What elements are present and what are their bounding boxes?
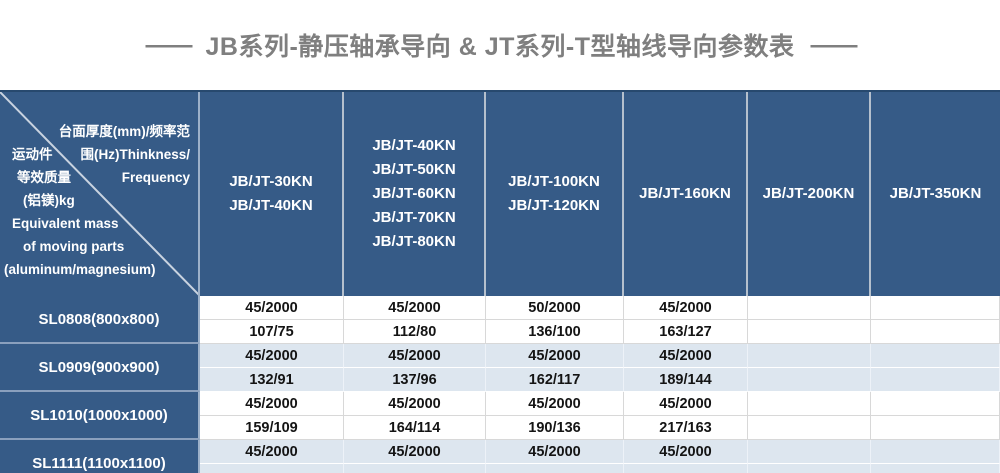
data-cell: 107/75	[200, 320, 344, 344]
data-cell	[871, 440, 1000, 464]
data-cell: 112/80	[344, 320, 486, 344]
data-cell: 45/2000	[200, 344, 344, 368]
data-cell: 45/2000	[624, 392, 748, 416]
data-cell: 162/117	[486, 368, 624, 392]
data-cell: 217/163	[624, 416, 748, 440]
header-line: JB/JT-200KN	[762, 185, 855, 202]
row-label-sl0808: SL0808(800x800)	[0, 296, 200, 344]
header-cell-jbjt-100-120kn: JB/JT-100KN JB/JT-120KN	[486, 92, 624, 296]
data-cell: 45/2000	[624, 440, 748, 464]
data-cell	[748, 296, 871, 320]
data-cell: 136/100	[486, 320, 624, 344]
title-text: JB系列-静压轴承导向 & JT系列-T型轴线导向参数表	[205, 33, 795, 61]
data-cell	[748, 416, 871, 440]
data-cell: 45/2000	[344, 392, 486, 416]
header-cell-jbjt-200kn: JB/JT-200KN	[748, 92, 871, 296]
page-title: —— JB系列-静压轴承导向 & JT系列-T型轴线导向参数表 ——	[0, 0, 1000, 90]
data-cell	[871, 320, 1000, 344]
data-cell	[871, 368, 1000, 392]
data-cell: 45/2000	[624, 296, 748, 320]
corner-diagonal-line	[0, 92, 198, 296]
header-cell-jbjt-160kn: JB/JT-160KN	[624, 92, 748, 296]
data-cell: 137/96	[344, 368, 486, 392]
data-cell: 50/2000	[486, 296, 624, 320]
table-corner-cell: 台面厚度(mm)/频率范 围(Hz)Thinkness/ Frequency 运…	[0, 92, 200, 296]
data-cell: 45/2000	[200, 392, 344, 416]
data-cell: 45/2000	[486, 344, 624, 368]
data-cell: 164/114	[344, 416, 486, 440]
data-cell	[748, 344, 871, 368]
header-cell-jbjt-30-40kn: JB/JT-30KN JB/JT-40KN	[200, 92, 344, 296]
corner-bottom-line: (aluminum/magnesium)	[4, 262, 156, 277]
header-line: JB/JT-60KN	[372, 185, 456, 202]
data-cell	[748, 464, 871, 473]
corner-bottom-label: 运动件 等效质量 (铝镁)kg Equivalent mass of movin…	[4, 143, 156, 281]
data-cell	[871, 464, 1000, 473]
data-cell: 190/136	[486, 416, 624, 440]
data-cell: 45/2000	[486, 440, 624, 464]
data-cell	[871, 296, 1000, 320]
data-cell	[486, 464, 624, 473]
data-cell	[871, 392, 1000, 416]
header-line: JB/JT-40KN	[372, 137, 456, 154]
header-line: JB/JT-80KN	[372, 233, 456, 250]
corner-top-line: 台面厚度(mm)/频率范	[58, 124, 190, 139]
corner-bottom-line: 等效质量	[17, 170, 71, 185]
data-cell	[871, 416, 1000, 440]
data-cell: 45/2000	[200, 296, 344, 320]
header-line: JB/JT-50KN	[372, 161, 456, 178]
data-cell	[748, 368, 871, 392]
data-cell: 45/2000	[344, 440, 486, 464]
data-cell: 45/2000	[624, 344, 748, 368]
data-cell: 132/91	[200, 368, 344, 392]
data-cell	[748, 320, 871, 344]
row-label-sl1111: SL1111(1100x1100)	[0, 440, 200, 473]
row-label-sl1010: SL1010(1000x1000)	[0, 392, 200, 440]
header-cell-jbjt-40-80kn: JB/JT-40KN JB/JT-50KN JB/JT-60KN JB/JT-7…	[344, 92, 486, 296]
data-cell: 45/2000	[486, 392, 624, 416]
data-cell	[344, 464, 486, 473]
title-dash-right: ——	[810, 30, 858, 59]
data-cell	[624, 464, 748, 473]
header-line: JB/JT-100KN	[508, 173, 600, 190]
data-cell: 45/2000	[344, 344, 486, 368]
title-dash-left: ——	[145, 30, 192, 59]
data-cell	[200, 464, 344, 473]
data-cell: 45/2000	[200, 440, 344, 464]
header-line: JB/JT-70KN	[372, 209, 456, 226]
corner-bottom-line: (铝镁)kg	[23, 193, 75, 208]
param-table: 台面厚度(mm)/频率范 围(Hz)Thinkness/ Frequency 运…	[0, 90, 1000, 473]
header-line: JB/JT-350KN	[889, 185, 982, 202]
header-line: JB/JT-120KN	[508, 197, 600, 214]
corner-top-line: 围(Hz)Thinkness/	[80, 147, 190, 162]
data-cell: 189/144	[624, 368, 748, 392]
corner-bottom-line: 运动件	[12, 147, 53, 162]
header-cell-jbjt-350kn: JB/JT-350KN	[871, 92, 1000, 296]
data-cell	[871, 344, 1000, 368]
data-cell	[748, 392, 871, 416]
header-line: JB/JT-40KN	[229, 197, 313, 214]
data-cell: 163/127	[624, 320, 748, 344]
corner-bottom-line: of moving parts	[23, 239, 125, 254]
data-cell: 45/2000	[344, 296, 486, 320]
corner-top-label: 台面厚度(mm)/频率范 围(Hz)Thinkness/ Frequency	[59, 120, 190, 189]
data-cell	[748, 440, 871, 464]
corner-bottom-line: Equivalent mass	[12, 216, 119, 231]
row-label-sl0909: SL0909(900x900)	[0, 344, 200, 392]
header-line: JB/JT-30KN	[229, 173, 313, 190]
corner-top-line: Frequency	[121, 170, 190, 185]
data-cell: 159/109	[200, 416, 344, 440]
header-line: JB/JT-160KN	[639, 185, 731, 202]
